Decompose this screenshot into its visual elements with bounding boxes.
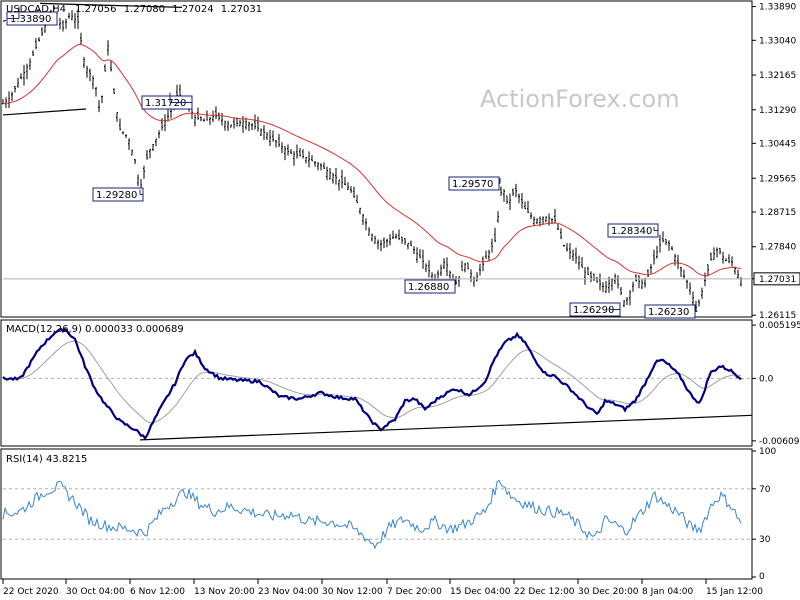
- swing-label-text: 1.31720: [145, 98, 186, 109]
- rsi-tick-label: 70: [759, 485, 771, 495]
- swing-label-text: 1.26880: [408, 282, 449, 293]
- rsi-title: RSI(14) 43.8215: [6, 454, 87, 465]
- x-tick-label: 15 Jan 12:00: [706, 587, 763, 597]
- header-text: USDCAD,H4 1.27056 1.27080 1.27024 1.2703…: [6, 4, 262, 15]
- swing-label: 1.28340: [607, 223, 659, 238]
- x-tick-label: 13 Nov 20:00: [194, 587, 255, 597]
- watermark: ActionForex.com: [480, 85, 680, 113]
- rsi-tick-label: 100: [759, 447, 776, 457]
- price-tick-label: 1.26115: [759, 311, 796, 321]
- trendline-upper: [39, 2, 183, 8]
- price-tick-label: 1.27840: [759, 243, 796, 253]
- swing-label-text: 1.28340: [611, 226, 652, 237]
- swing-label: 1.33890: [6, 6, 58, 26]
- rsi-panel: [0, 448, 753, 580]
- x-tick-label: 8 Jan 04:00: [642, 587, 694, 597]
- swing-label: 1.31720: [141, 92, 193, 110]
- x-tick-label: 30 Oct 04:00: [66, 587, 125, 597]
- swing-label-text: 1.29570: [452, 179, 493, 190]
- header-close: 1.27031: [221, 4, 262, 15]
- macd-signal-line: [3, 340, 742, 424]
- rsi-line: [2, 479, 742, 550]
- x-tick-label: 30 Dec 20:00: [578, 587, 639, 597]
- swing-label: 1.26880: [404, 279, 456, 294]
- macd-main-line: [2, 327, 742, 441]
- swing-label: 1.29570: [448, 176, 501, 191]
- macd-trendline: [139, 414, 753, 441]
- macd-tick-label: 0.005195: [759, 321, 800, 331]
- rsi-tick-label: 0: [759, 572, 765, 582]
- x-tick-label: 23 Nov 04:00: [258, 587, 319, 597]
- price-tick-label: 1.30445: [759, 139, 796, 149]
- header-low: 1.27024: [172, 4, 213, 15]
- price-tick-label: 1.32165: [759, 71, 796, 81]
- x-tick-label: 30 Nov 12:00: [322, 587, 383, 597]
- swing-label-text: 1.26230: [648, 307, 689, 318]
- swing-label-text: 1.33890: [10, 14, 51, 25]
- price-tick-label: 1.27031: [759, 275, 796, 285]
- swing-label: 1.26290: [569, 302, 621, 317]
- price-tick-label: 1.33040: [759, 36, 796, 46]
- current-price-box: [753, 272, 800, 286]
- x-axis: 22 Oct 2020 30 Oct 04:00 6 Nov 12:00 13 Nov…: [2, 579, 763, 597]
- y-axes: 1.33890 1.33040 1.32165 1.31290 1.30445 1.295…: [752, 3, 800, 582]
- price-tick-label: 1.31290: [759, 106, 796, 116]
- swing-label-text: 1.29280: [96, 190, 137, 201]
- price-panel: [0, 0, 753, 318]
- swing-label: 1.29280: [92, 187, 144, 202]
- x-tick-label: 22 Dec 12:00: [514, 587, 575, 597]
- macd-tick-label: -0.006093: [759, 437, 800, 447]
- swing-label-text: 1.26290: [573, 305, 614, 316]
- macd-tick-label: 0.0: [759, 374, 774, 384]
- x-tick-label: 22 Oct 2020: [3, 587, 59, 597]
- swing-label: 1.26230: [644, 304, 698, 319]
- trendline-lower: [2, 108, 87, 116]
- macd-title: MACD(12,26,9) 0.000033 0.000689: [6, 324, 184, 335]
- macd-lines: [2, 327, 753, 441]
- rsi-tick-label: 30: [759, 535, 771, 545]
- price-overlay: 1.33890 1.31720 1.29280 1.29570 1.26880 1.283…: [2, 2, 752, 319]
- x-tick-label: 15 Dec 04:00: [450, 587, 511, 597]
- rsi-lines: [2, 479, 752, 550]
- x-tick-label: 7 Dec 20:00: [387, 587, 442, 597]
- header-open: 1.27056: [75, 4, 116, 15]
- macd-panel: [0, 319, 753, 447]
- moving-average-line: [2, 43, 742, 277]
- price-tick-label: 1.29565: [759, 174, 796, 184]
- x-tick-label: 6 Nov 12:00: [130, 587, 185, 597]
- price-tick-label: 1.28715: [759, 208, 796, 218]
- header-symbol: USDCAD,H4: [6, 4, 66, 15]
- header-high: 1.27080: [124, 4, 165, 15]
- price-tick-label: 1.33890: [759, 3, 796, 13]
